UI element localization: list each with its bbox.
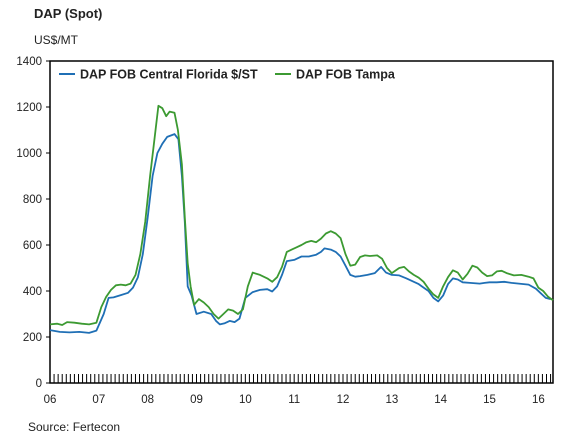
x-tick-label: 10 [239,394,252,406]
y-tick-label: 1000 [16,148,42,160]
x-axis-minor-ticks [49,374,552,383]
y-tick-label: 1400 [16,56,42,68]
x-tick-label: 16 [532,394,545,406]
chart-unit-label: US$/MT [34,33,79,47]
legend-label-tampa: DAP FOB Tampa [296,68,396,82]
x-tick-label: 08 [141,394,154,406]
y-tick-label: 400 [23,286,42,298]
x-tick-label: 14 [434,394,447,406]
x-tick-label: 11 [288,394,300,406]
y-tick-label: 0 [36,378,42,390]
y-tick-label: 600 [23,240,42,252]
x-tick-label: 12 [337,394,350,406]
legend: DAP FOB Central Florida $/ST DAP FOB Tamp… [59,68,396,82]
series-line-tampa [49,104,554,326]
chart-title: DAP (Spot) [34,6,102,21]
x-tick-label: 15 [483,394,496,406]
series-line-central-florida [49,133,551,334]
x-tick-label: 07 [92,394,105,406]
y-tick-label: 800 [23,194,42,206]
legend-label-central-florida: DAP FOB Central Florida $/ST [80,68,258,82]
series-lines [49,104,554,334]
x-axis: 06 07 08 09 10 11 12 13 14 15 16 [44,394,545,406]
y-tick-label: 200 [23,332,42,344]
x-tick-label: 06 [44,394,57,406]
plot-area [49,60,554,384]
x-tick-label: 09 [190,394,203,406]
x-tick-label: 13 [385,394,398,406]
chart-source: Source: Fertecon [28,420,120,434]
y-tick-label: 1200 [16,102,42,114]
y-axis: 0 200 400 600 800 1000 1200 1400 [16,56,50,390]
